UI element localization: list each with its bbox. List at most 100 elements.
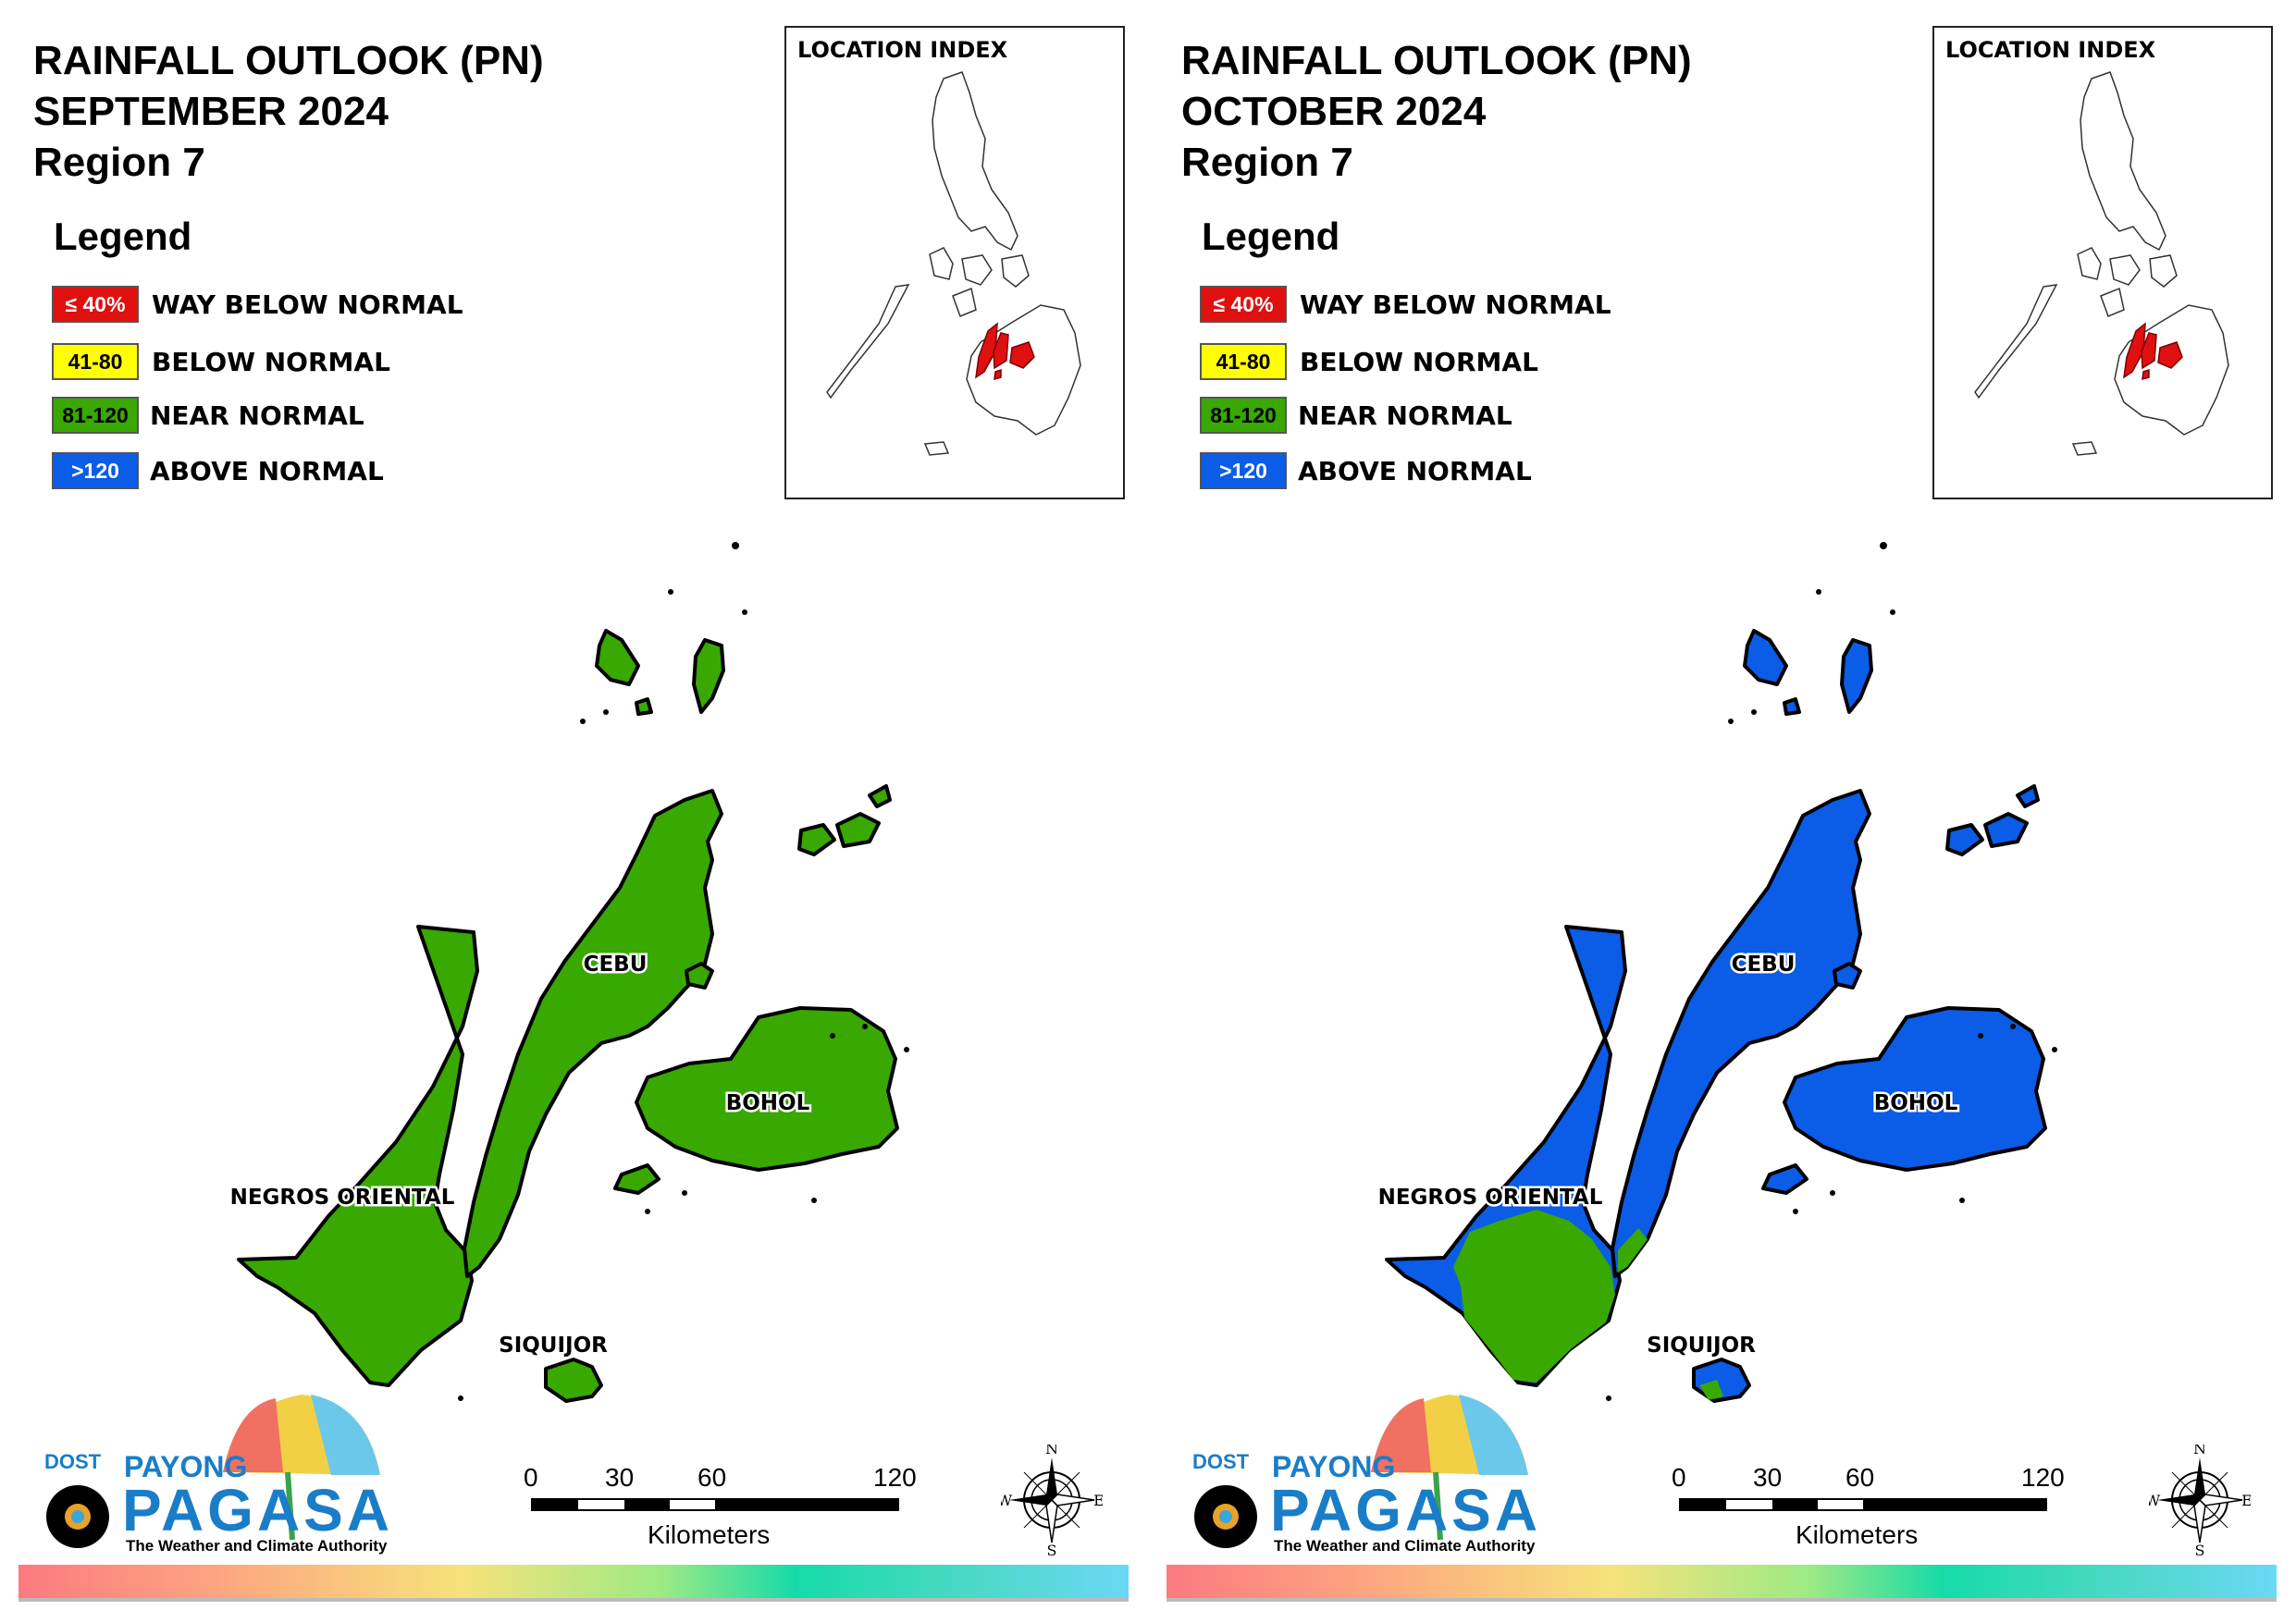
svg-text:S: S — [1047, 1542, 1057, 1555]
legend-label: BELOW NORMAL — [152, 346, 390, 377]
legend-swatch: >120 — [52, 452, 139, 489]
philippines-outline — [826, 71, 1081, 456]
region-camotes-1 — [797, 823, 836, 856]
label-cebu: CEBU — [1732, 953, 1796, 977]
legend-label: ABOVE NORMAL — [1298, 455, 1532, 486]
umbrella-icon — [1371, 1395, 1528, 1541]
region-cebu-north — [1743, 629, 1788, 686]
scale-tick: 0 — [524, 1463, 538, 1492]
title-line-1: RAINFALL OUTLOOK (PN) — [33, 38, 544, 83]
scale-bar: 0 30 60 120 Kilometers — [1672, 1463, 2079, 1565]
outlook-panel-october: RAINFALL OUTLOOK (PN) OCTOBER 2024 Regio… — [1148, 0, 2296, 1623]
legend-item-near: 81-120 NEAR NORMAL — [52, 396, 364, 435]
legend-swatch: ≤ 40% — [52, 286, 139, 323]
region-bohol — [1783, 1006, 2047, 1172]
region7-map: CEBU BOHOL NEGROS ORIENTAL SIQUIJOR — [1376, 542, 2057, 1403]
location-index-title: LOCATION INDEX — [797, 37, 1008, 63]
title-line-3: Region 7 — [1181, 140, 1353, 185]
scale-tick: 30 — [1753, 1463, 1783, 1492]
scale-unit: Kilometers — [1796, 1520, 1919, 1549]
logo-tagline: The Weather and Climate Authority — [126, 1537, 388, 1555]
svg-text:W: W — [2149, 1492, 2161, 1509]
region-camotes-3 — [868, 784, 892, 808]
region-camotes-3 — [2016, 784, 2040, 808]
legend-item-below: 41-80 BELOW NORMAL — [52, 342, 390, 381]
compass-rose-icon: N S E W — [997, 1440, 1105, 1559]
legend-label: NEAR NORMAL — [150, 400, 364, 431]
region-bohol — [635, 1006, 899, 1172]
region-siquijor — [544, 1358, 603, 1403]
map-title: RAINFALL OUTLOOK (PN) OCTOBER 2024 Regio… — [1181, 35, 1692, 188]
compass-rose-icon: N S E W — [2145, 1440, 2253, 1559]
region-cebu-tip — [692, 638, 725, 714]
legend-item-above: >120 ABOVE NORMAL — [1200, 451, 1532, 490]
scale-unit: Kilometers — [648, 1520, 771, 1549]
logo-tagline: The Weather and Climate Authority — [1274, 1537, 1536, 1555]
philippines-outline — [1974, 71, 2229, 456]
legend-swatch: 81-120 — [1200, 397, 1287, 434]
logo-dost: DOST — [44, 1450, 102, 1473]
map-title: RAINFALL OUTLOOK (PN) SEPTEMBER 2024 Reg… — [33, 35, 544, 188]
legend-title: Legend — [54, 215, 192, 258]
seal-icon — [1194, 1485, 1257, 1548]
legend-label: BELOW NORMAL — [1300, 346, 1538, 377]
region-camotes-2 — [1983, 812, 2029, 848]
footer-underline — [1167, 1598, 2277, 1602]
legend-swatch: 41-80 — [1200, 343, 1287, 380]
region-cebu — [463, 789, 723, 1278]
label-negros-oriental: NEGROS ORIENTAL — [1378, 1186, 1603, 1210]
region-negros-oriental-south — [1453, 1210, 1615, 1383]
logo-dost: DOST — [1192, 1450, 1250, 1473]
scale-bar-graphic — [531, 1498, 899, 1511]
label-siquijor: SIQUIJOR — [499, 1334, 608, 1358]
region-cebu-tip — [1840, 638, 1873, 714]
footer-gradient-bar — [19, 1565, 1129, 1598]
legend-item-way-below: ≤ 40% WAY BELOW NORMAL — [1200, 285, 1611, 324]
legend-swatch: ≤ 40% — [1200, 286, 1287, 323]
legend-item-below: 41-80 BELOW NORMAL — [1200, 342, 1538, 381]
footer-underline — [19, 1598, 1129, 1602]
label-bohol: BOHOL — [1874, 1091, 1958, 1115]
legend-label: ABOVE NORMAL — [150, 455, 384, 486]
legend-item-way-below: ≤ 40% WAY BELOW NORMAL — [52, 285, 463, 324]
scale-tick: 60 — [697, 1463, 727, 1492]
svg-text:S: S — [2195, 1542, 2205, 1555]
minor-islets — [458, 542, 909, 1401]
region7-map: CEBU BOHOL NEGROS ORIENTAL SIQUIJOR — [228, 542, 909, 1403]
region-islet — [1783, 697, 1801, 716]
title-line-1: RAINFALL OUTLOOK (PN) — [1181, 38, 1692, 83]
umbrella-icon — [223, 1395, 380, 1541]
label-cebu: CEBU — [584, 953, 648, 977]
scale-bar: 0 30 60 120 Kilometers — [524, 1463, 931, 1565]
region-bohol-islet — [613, 1163, 660, 1195]
footer-gradient-bar — [1167, 1565, 2277, 1598]
svg-text:N: N — [2193, 1445, 2206, 1457]
title-line-2: OCTOBER 2024 — [1181, 89, 1487, 134]
region-mactan — [1833, 962, 1862, 990]
legend-label: WAY BELOW NORMAL — [1300, 289, 1611, 320]
scale-tick: 60 — [1845, 1463, 1875, 1492]
region-mactan — [685, 962, 714, 990]
scale-tick: 0 — [1672, 1463, 1686, 1492]
legend-swatch: 41-80 — [52, 343, 139, 380]
location-index-map: LOCATION INDEX — [1932, 26, 2273, 499]
pagasa-logo: DOST PAYONG PAGASA The Weather and Clima… — [33, 1387, 394, 1572]
region-siquijor-patch — [1699, 1380, 1723, 1400]
legend-label: NEAR NORMAL — [1298, 400, 1512, 431]
minor-islets — [1606, 542, 2057, 1401]
region-camotes-2 — [835, 812, 881, 848]
logo-payong: PAYONG — [1272, 1450, 1396, 1483]
svg-text:E: E — [1093, 1492, 1103, 1509]
seal-icon — [46, 1485, 109, 1548]
legend-title: Legend — [1202, 215, 1340, 258]
legend-item-above: >120 ABOVE NORMAL — [52, 451, 384, 490]
svg-text:E: E — [2241, 1492, 2251, 1509]
outlook-panel-september: RAINFALL OUTLOOK (PN) SEPTEMBER 2024 Reg… — [19, 26, 1129, 1602]
label-negros-oriental: NEGROS ORIENTAL — [230, 1186, 455, 1210]
title-line-3: Region 7 — [33, 140, 205, 185]
legend-label: WAY BELOW NORMAL — [152, 289, 463, 320]
scale-bar-graphic — [1679, 1498, 2047, 1511]
svg-text:N: N — [1045, 1445, 1058, 1457]
pagasa-logo: DOST PAYONG PAGASA The Weather and Clima… — [1181, 1387, 1542, 1572]
region-cebu — [1611, 789, 1871, 1278]
